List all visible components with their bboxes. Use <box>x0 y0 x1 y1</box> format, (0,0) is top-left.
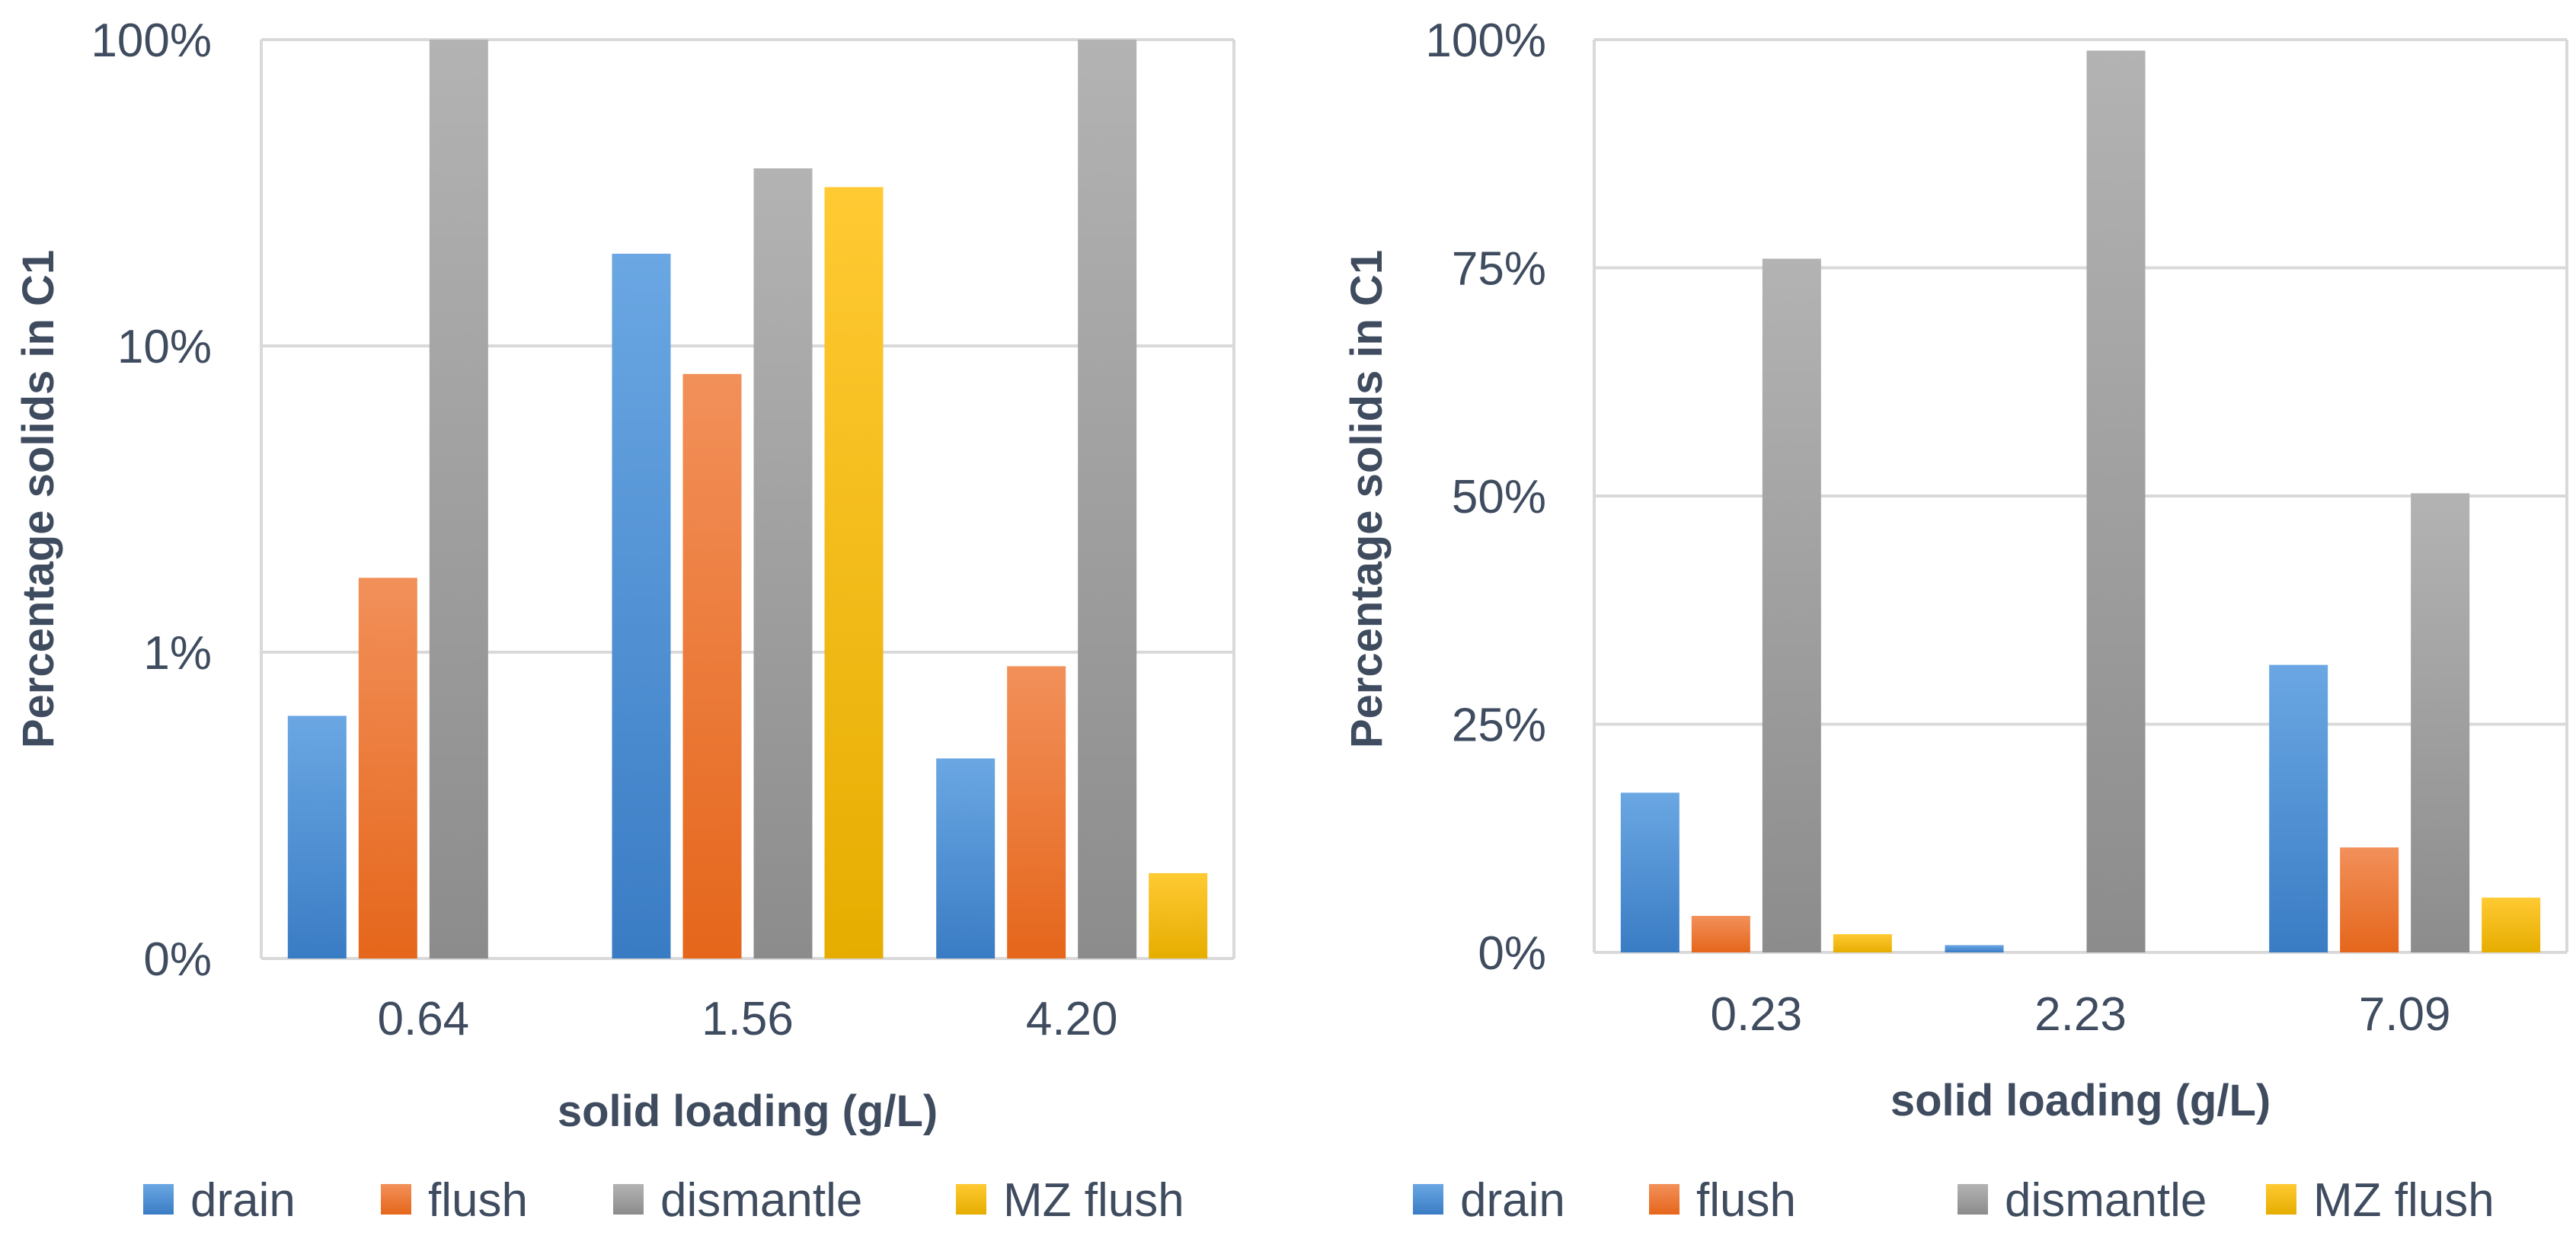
x-axis-title: solid loading (g/L) <box>1890 1076 2271 1125</box>
x-tick-label: 0.64 <box>377 993 469 1045</box>
legend-label-mz-flush: MZ flush <box>2313 1174 2495 1227</box>
y-tick-label: 50% <box>1452 471 1546 523</box>
legend-label-drain: drain <box>1460 1174 1565 1227</box>
bar-drain-2-23 <box>1945 945 2004 952</box>
chart-left: 0% 1% 10% 100% 0.64 1.56 4.20 solid loading (g/… <box>14 14 1235 1227</box>
legend-swatch-dismantle <box>613 1184 644 1215</box>
legend-swatch-mz-flush <box>2266 1184 2296 1215</box>
y-tick-label: 100% <box>1425 14 1546 67</box>
bar-drain-1-56 <box>612 253 671 959</box>
y-axis-title: Percentage solids in C1 <box>1342 250 1392 748</box>
legend-label-mz-flush: MZ flush <box>1003 1174 1184 1227</box>
bar-drain-0-23 <box>1620 792 1680 952</box>
bar-mz-flush-4-20 <box>1149 872 1208 959</box>
y-tick-label: 0% <box>143 933 212 986</box>
y-tick-label: 100% <box>91 14 212 67</box>
bar-dismantle-2-23 <box>2086 50 2146 953</box>
bar-dismantle-4-20 <box>1078 40 1137 959</box>
x-tick-label: 2.23 <box>2034 988 2127 1041</box>
legend-label-drain: drain <box>190 1174 296 1227</box>
y-tick-label: 75% <box>1452 243 1546 296</box>
x-tick-label: 1.56 <box>702 993 794 1045</box>
legend-swatch-drain <box>1413 1184 1443 1215</box>
legend-swatch-flush <box>381 1184 411 1215</box>
bar-mz-flush-7-09 <box>2482 898 2541 952</box>
bar-dismantle-7-09 <box>2411 493 2470 952</box>
bar-dismantle-1-56 <box>753 168 813 959</box>
x-axis-title: solid loading (g/L) <box>558 1087 938 1136</box>
bar-flush-1-56 <box>682 373 742 959</box>
y-tick-label: 0% <box>1478 927 1546 980</box>
legend-swatch-dismantle <box>1958 1184 1988 1215</box>
legend-swatch-flush <box>1649 1184 1680 1215</box>
y-tick-label: 10% <box>117 321 212 373</box>
bar-drain-7-09 <box>2269 664 2328 952</box>
x-tick-label: 7.09 <box>2359 988 2451 1041</box>
bar-dismantle-0-64 <box>429 40 488 959</box>
legend-label-flush: flush <box>428 1174 528 1227</box>
legend-swatch-drain <box>143 1184 174 1215</box>
legend-label-dismantle: dismantle <box>2005 1174 2207 1227</box>
bar-drain-4-20 <box>936 758 996 959</box>
x-tick-label: 0.23 <box>1710 988 1802 1041</box>
bar-flush-0-23 <box>1691 916 1750 952</box>
legend-label-dismantle: dismantle <box>660 1174 862 1227</box>
chart-right: 0% 25% 50% 75% 100% 0.23 2.23 7.09 solid loading… <box>1342 14 2568 1227</box>
bar-drain-0-64 <box>287 715 347 959</box>
bar-mz-flush-0-23 <box>1833 934 1892 952</box>
bar-flush-4-20 <box>1007 666 1066 959</box>
y-tick-label: 25% <box>1452 699 1546 752</box>
legend-swatch-mz-flush <box>956 1184 986 1215</box>
bar-dismantle-0-23 <box>1762 258 1821 952</box>
legend-label-flush: flush <box>1696 1174 1796 1227</box>
y-tick-label: 1% <box>143 627 212 680</box>
bar-flush-0-64 <box>358 578 417 959</box>
x-tick-label: 4.20 <box>1026 993 1118 1045</box>
y-axis-title: Percentage solids in C1 <box>14 250 63 748</box>
bar-flush-7-09 <box>2340 847 2399 952</box>
bar-mz-flush-1-56 <box>824 187 884 959</box>
